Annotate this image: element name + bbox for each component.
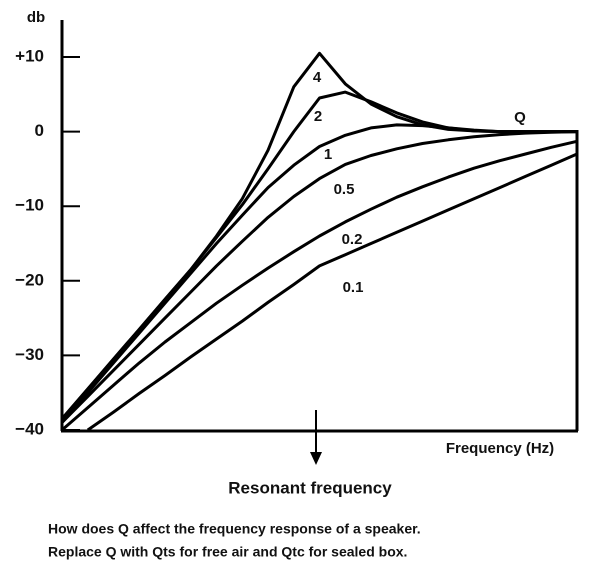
y-tick-label: −40: [15, 419, 44, 438]
y-tick-label: −30: [15, 345, 44, 364]
y-axis-label: db: [27, 9, 45, 26]
series-label: 1: [324, 146, 332, 163]
series-label: 4: [313, 69, 322, 86]
response-curve: [60, 123, 577, 424]
caption: How does Q affect the frequency response…: [48, 521, 421, 537]
series-label: 0.5: [334, 181, 355, 198]
series-label: 2: [314, 108, 322, 125]
axes: [60, 20, 579, 455]
x-axis-label: Frequency (Hz): [446, 440, 554, 457]
y-tick-label: 0: [35, 121, 44, 140]
series-label: 0.1: [343, 279, 364, 296]
response-curve: [61, 139, 578, 432]
response-curve: [86, 152, 578, 432]
y-tick-label: −10: [15, 196, 44, 215]
annotation: Resonant frequency: [228, 478, 392, 497]
y-tick-label: +10: [15, 46, 44, 65]
series-label: 0.2: [342, 231, 363, 248]
response-curve: [60, 90, 577, 420]
legend-title: Q: [514, 109, 526, 126]
caption: Replace Q with Qts for free air and Qtc …: [48, 544, 407, 560]
y-tick-label: −20: [15, 270, 44, 289]
response-curve: [60, 130, 578, 424]
arrow-head: [310, 452, 322, 465]
